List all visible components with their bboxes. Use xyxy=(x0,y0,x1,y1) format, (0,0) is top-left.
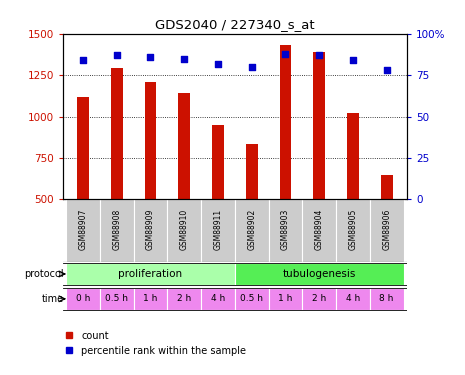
Text: 2 h: 2 h xyxy=(177,294,191,303)
Bar xyxy=(370,288,404,310)
Bar xyxy=(235,200,269,261)
Point xyxy=(113,52,120,58)
Bar xyxy=(336,288,370,310)
Text: protocol: protocol xyxy=(24,269,63,279)
Bar xyxy=(347,113,359,200)
Bar xyxy=(212,125,224,200)
Bar xyxy=(246,144,258,200)
Bar xyxy=(77,97,89,200)
Point xyxy=(214,61,222,67)
Text: 1 h: 1 h xyxy=(278,294,292,303)
Bar xyxy=(133,200,167,261)
Text: GSM88904: GSM88904 xyxy=(315,209,324,250)
Bar xyxy=(279,45,292,200)
Text: GSM88902: GSM88902 xyxy=(247,209,256,250)
Bar xyxy=(133,288,167,310)
Bar xyxy=(100,288,133,310)
Text: 4 h: 4 h xyxy=(211,294,225,303)
Bar xyxy=(269,200,302,261)
Point xyxy=(147,54,154,60)
Bar xyxy=(167,200,201,261)
Text: proliferation: proliferation xyxy=(119,269,183,279)
Bar xyxy=(235,288,269,310)
Point xyxy=(80,57,87,63)
Text: GSM88910: GSM88910 xyxy=(179,209,189,250)
Bar xyxy=(269,288,302,310)
Text: 0 h: 0 h xyxy=(76,294,90,303)
Bar xyxy=(370,200,404,261)
Bar xyxy=(111,68,123,200)
Bar xyxy=(302,288,336,310)
Text: tubulogenesis: tubulogenesis xyxy=(282,269,356,279)
Point xyxy=(383,67,390,73)
Bar xyxy=(66,200,100,261)
Text: GSM88903: GSM88903 xyxy=(281,209,290,250)
Text: GSM88908: GSM88908 xyxy=(112,209,121,250)
Point xyxy=(315,52,323,58)
Bar xyxy=(336,200,370,261)
Text: GSM88906: GSM88906 xyxy=(382,209,391,250)
Bar xyxy=(381,175,392,200)
Bar xyxy=(100,200,133,261)
Text: 0.5 h: 0.5 h xyxy=(105,294,128,303)
Bar xyxy=(178,93,190,200)
Text: GSM88907: GSM88907 xyxy=(79,209,87,250)
Point xyxy=(180,56,188,62)
Text: 1 h: 1 h xyxy=(143,294,158,303)
Text: percentile rank within the sample: percentile rank within the sample xyxy=(81,346,246,355)
Bar xyxy=(66,263,235,285)
Text: 4 h: 4 h xyxy=(346,294,360,303)
Text: count: count xyxy=(81,331,109,340)
Title: GDS2040 / 227340_s_at: GDS2040 / 227340_s_at xyxy=(155,18,315,31)
Bar xyxy=(66,288,100,310)
Bar xyxy=(313,52,325,200)
Point xyxy=(282,51,289,57)
Bar xyxy=(145,82,156,200)
Bar xyxy=(302,200,336,261)
Text: 8 h: 8 h xyxy=(379,294,394,303)
Bar xyxy=(167,288,201,310)
Text: GSM88911: GSM88911 xyxy=(213,209,222,250)
Text: 2 h: 2 h xyxy=(312,294,326,303)
Point xyxy=(248,64,255,70)
Bar xyxy=(201,288,235,310)
Text: 0.5 h: 0.5 h xyxy=(240,294,263,303)
Point xyxy=(349,57,357,63)
Bar xyxy=(235,263,404,285)
Bar xyxy=(201,200,235,261)
Text: GSM88905: GSM88905 xyxy=(348,209,358,250)
Text: time: time xyxy=(41,294,63,304)
Text: GSM88909: GSM88909 xyxy=(146,209,155,250)
